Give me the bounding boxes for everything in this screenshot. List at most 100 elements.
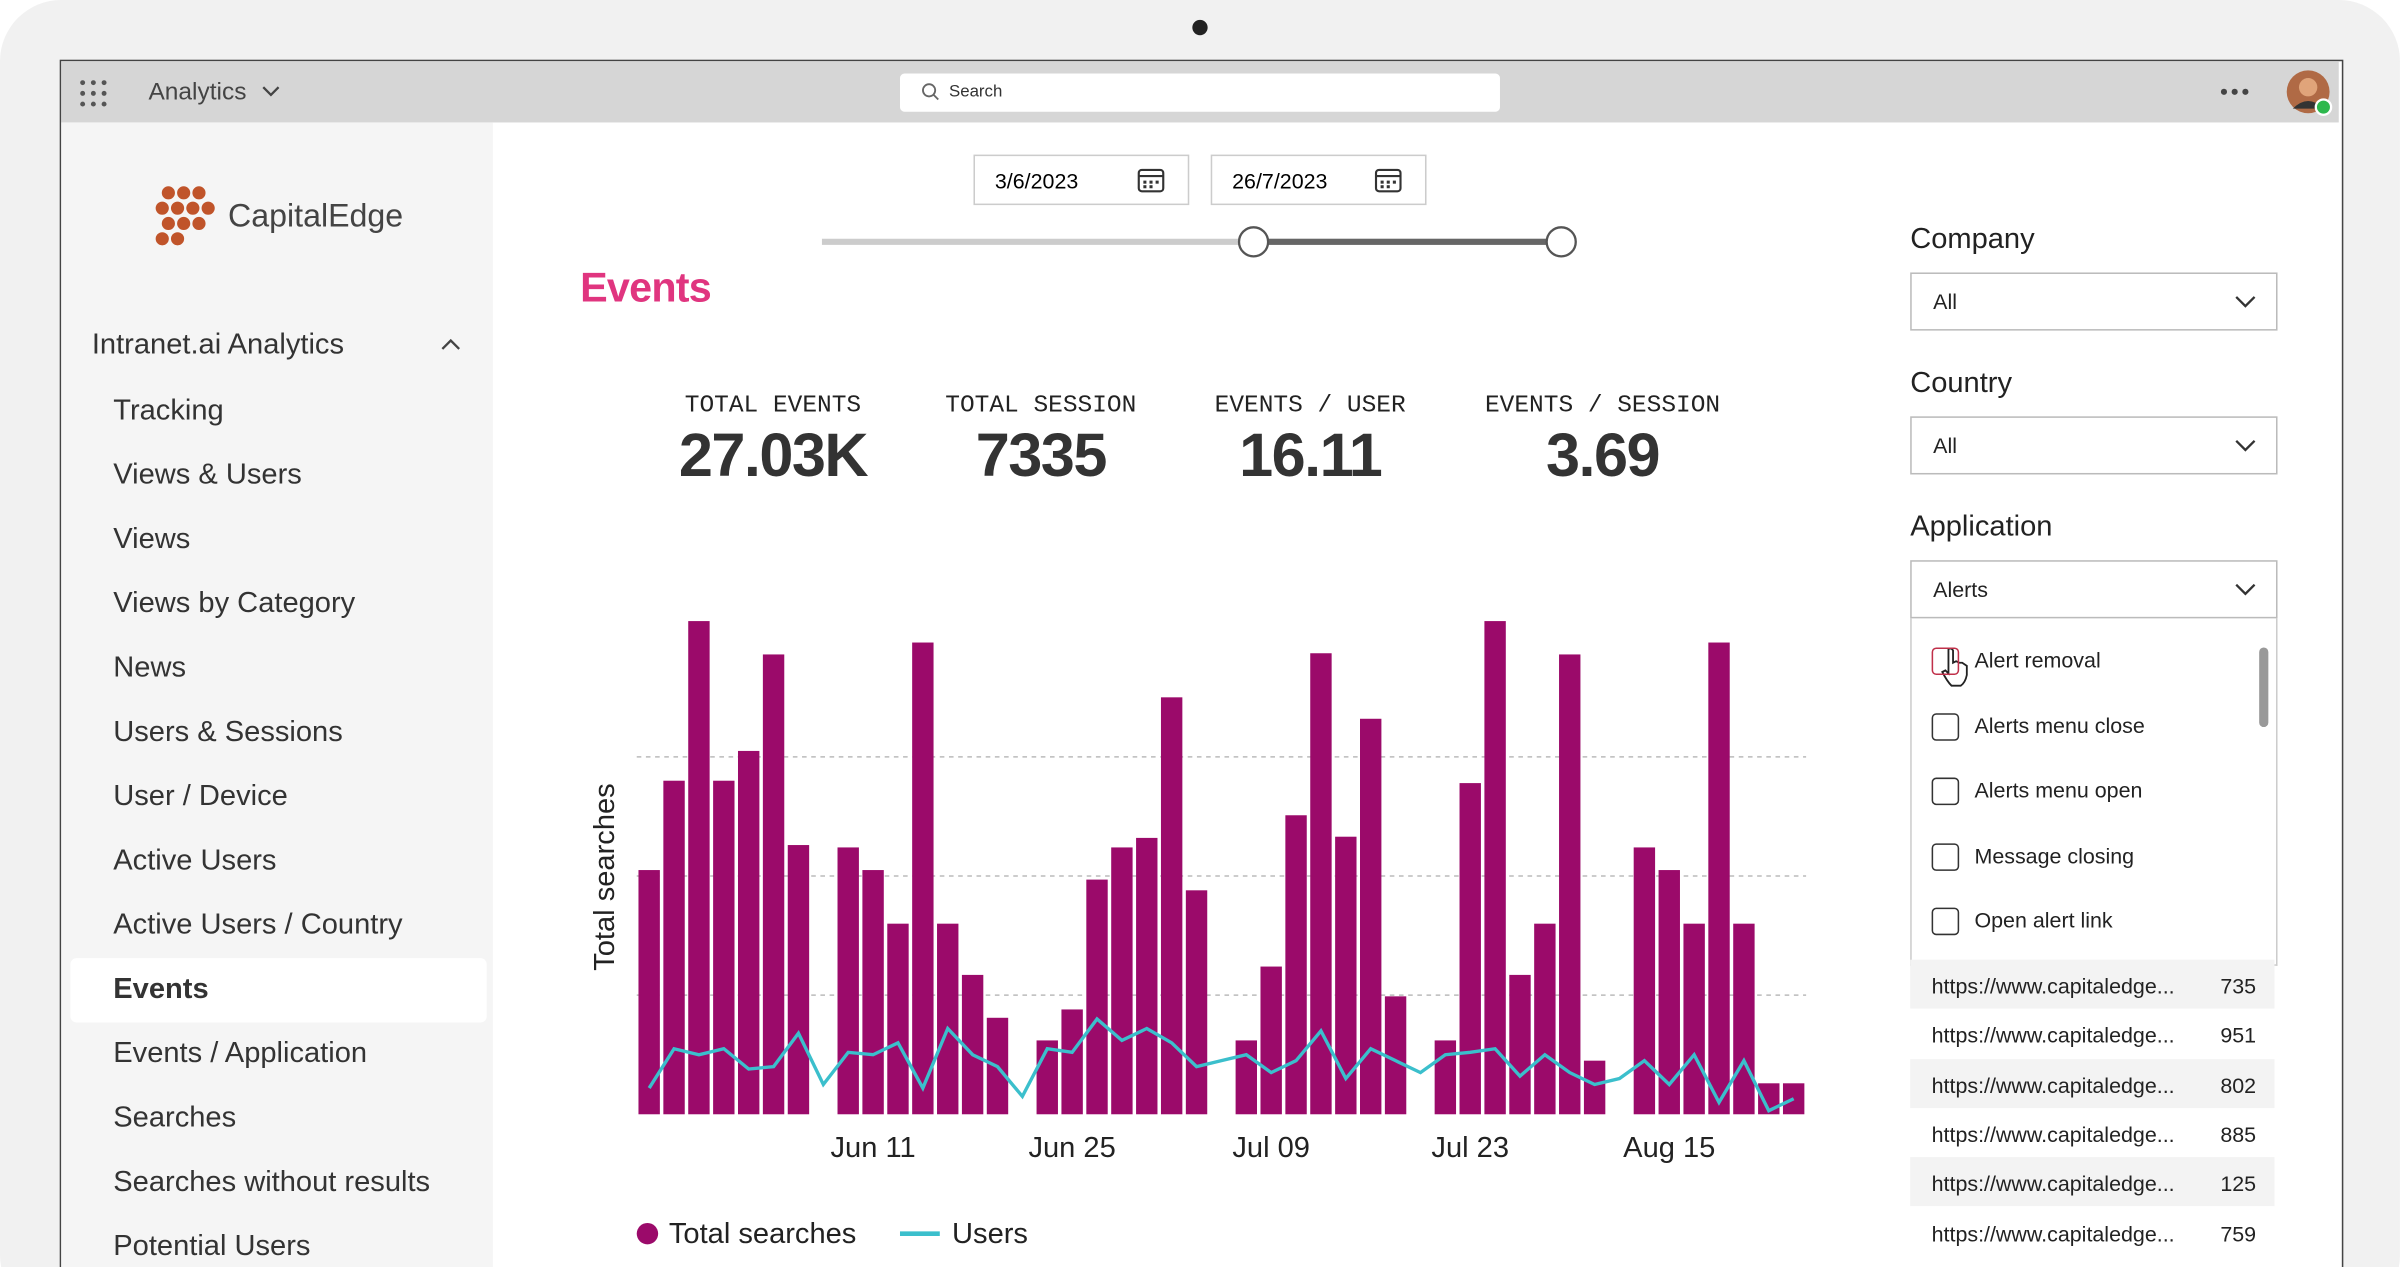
date-slider[interactable] [811, 222, 1592, 265]
start-date-text: 3/6/2023 [994, 168, 1079, 193]
option-text: Alerts menu open [1974, 777, 2143, 803]
bar [1509, 974, 1531, 1115]
nav-item[interactable]: Active Users [113, 844, 277, 878]
nav-item[interactable]: Potential Users [113, 1230, 311, 1263]
nav-item[interactable]: Views & Users [113, 459, 302, 492]
x-tick-label: Jul 23 [1431, 1132, 1509, 1164]
bar [961, 974, 984, 1115]
filter-dropdown[interactable]: All [1910, 416, 2278, 475]
nav-item[interactable]: Searches without results [113, 1166, 431, 1199]
legend-label: Users [952, 1218, 1028, 1250]
table-url: https://www.capitaledge... [1931, 1121, 2175, 1147]
filter-label: Country [1910, 367, 2013, 400]
bar [1086, 879, 1108, 1115]
chevron [262, 86, 280, 97]
kpi-value: 27.03K [678, 422, 869, 490]
table-row[interactable]: https://www.capitaledge... 951 [1910, 1009, 2275, 1059]
scrollbar [2259, 647, 2269, 728]
nav-item[interactable]: Users & Sessions [113, 716, 343, 749]
option[interactable]: Open alert link [1931, 907, 2113, 936]
table-count: 885 [2220, 1121, 2257, 1147]
bar [1384, 996, 1407, 1115]
nav-item[interactable]: Tracking [113, 394, 224, 428]
bar [762, 654, 785, 1115]
kpi-label: TOTAL SESSION [945, 391, 1137, 420]
nav-item[interactable]: User / Device [113, 780, 288, 813]
bar [1260, 966, 1282, 1115]
x-tick-label: Jun 25 [1028, 1132, 1115, 1164]
checkbox[interactable] [1931, 777, 1960, 806]
y-axis-label: Total searches [589, 783, 621, 970]
table-row[interactable]: https://www.capitaledge... 735 [1910, 959, 2275, 1009]
nav-item[interactable]: Events [113, 973, 209, 1006]
legend-swatch [636, 1222, 659, 1245]
end-date-text: 26/7/2023 [1232, 168, 1328, 193]
table-url: https://www.capitaledge... [1931, 1072, 2175, 1097]
filter-dropdown[interactable]: Alerts [1910, 560, 2278, 619]
bar [737, 750, 760, 1115]
filter-label: Company [1910, 223, 2035, 256]
table-row[interactable]: https://www.capitaledge... 802 [1910, 1058, 2275, 1108]
bar [1434, 1040, 1457, 1115]
table-url: https://www.capitaledge... [1931, 1220, 2175, 1246]
checkbox[interactable] [1931, 843, 1960, 871]
dropdown-value: All [1933, 433, 1957, 458]
option[interactable]: Message closing [1931, 843, 2134, 871]
checkbox[interactable] [1931, 712, 1960, 741]
bar [1484, 621, 1506, 1115]
legend-label: Total searches [669, 1218, 857, 1250]
table-url: https://www.capitaledge... [1931, 973, 2175, 998]
table-row[interactable]: https://www.capitaledge... 759 [1910, 1206, 2275, 1256]
bar [1235, 1040, 1257, 1115]
nav-item[interactable]: Active Users / Country [113, 909, 403, 942]
option[interactable]: Alerts menu close [1931, 712, 2145, 741]
option[interactable]: Alerts menu open [1931, 777, 2143, 806]
bar [837, 847, 859, 1115]
app-name[interactable]: Analytics [148, 79, 247, 106]
nav-item[interactable]: Events / Application [113, 1037, 368, 1070]
bar [1583, 1060, 1606, 1115]
nav-item[interactable]: Views [113, 523, 191, 556]
bar [1633, 847, 1656, 1115]
collapse-icon[interactable] [441, 338, 461, 350]
table-row[interactable]: https://www.capitaledge... 125 [1910, 1157, 2275, 1207]
dropdown-value: All [1933, 289, 1957, 314]
table-url: https://www.capitaledge... [1931, 1022, 2175, 1048]
bar [1360, 718, 1382, 1115]
bar [1782, 1083, 1805, 1115]
table-row[interactable]: https://www.capitaledge... 885 [1910, 1107, 2275, 1157]
option[interactable]: Alert removal [1931, 647, 2101, 676]
kpi-label: EVENTS / SESSION [1484, 391, 1721, 420]
bar [1733, 923, 1755, 1115]
bar [663, 780, 685, 1115]
nav-section[interactable]: Intranet.ai Analytics [91, 329, 345, 362]
bar [862, 870, 884, 1115]
bar [688, 621, 710, 1115]
more-menu[interactable] [2219, 87, 2250, 96]
start-date[interactable]: 3/6/2023 [973, 154, 1190, 206]
page-title: Events [580, 264, 712, 311]
dropdown-value: Alerts [1933, 577, 1988, 602]
checkbox[interactable] [1931, 908, 1960, 936]
end-date[interactable]: 26/7/2023 [1210, 154, 1427, 206]
bar [887, 923, 909, 1115]
bar [937, 923, 959, 1115]
search-box[interactable]: Search [899, 73, 1500, 112]
bar [1136, 837, 1158, 1115]
chevron [2235, 583, 2256, 596]
nav-item[interactable]: Views by Category [113, 587, 356, 620]
kpi-value: 16.11 [1239, 422, 1383, 490]
app-launcher[interactable] [80, 80, 108, 108]
filter-dropdown[interactable]: All [1910, 272, 2278, 331]
bar [1683, 923, 1705, 1115]
x-tick-label: Jul 09 [1232, 1132, 1310, 1164]
table-count: 759 [2220, 1220, 2257, 1246]
nav-item[interactable]: News [113, 652, 186, 685]
option-text: Open alert link [1974, 907, 2113, 933]
option-text: Alerts menu close [1974, 712, 2145, 737]
avatar[interactable] [2285, 69, 2334, 118]
checkbox[interactable] [1931, 647, 1960, 676]
bar [638, 870, 660, 1115]
nav-item[interactable]: Searches [113, 1102, 237, 1135]
x-tick-label: Jun 11 [831, 1132, 916, 1164]
